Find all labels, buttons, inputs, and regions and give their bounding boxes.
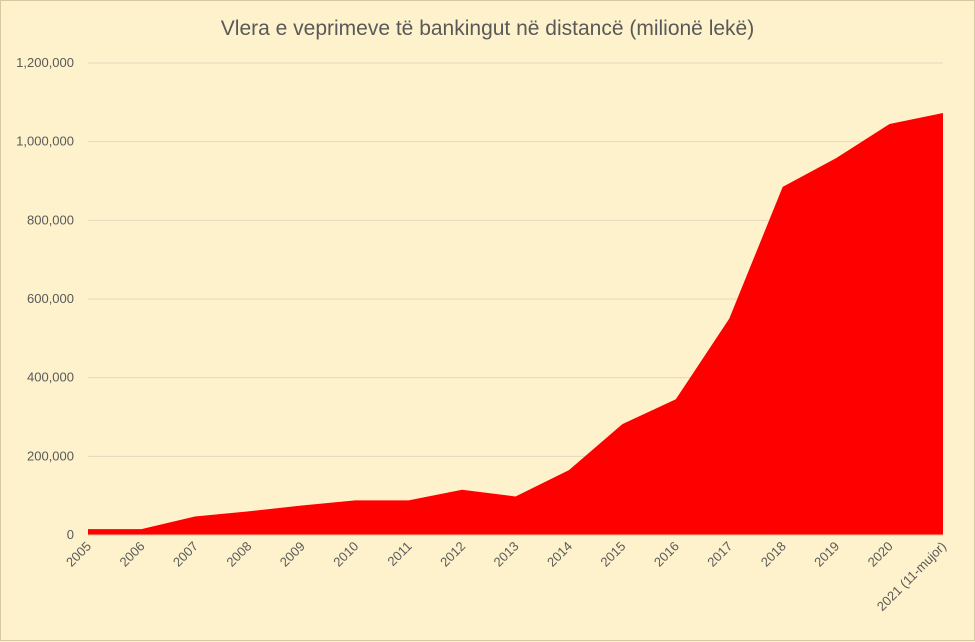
y-tick-label: 600,000 <box>27 291 74 306</box>
x-tick-label: 2007 <box>170 539 201 570</box>
x-tick-label: 2008 <box>223 539 254 570</box>
x-tick-label: 2019 <box>811 539 842 570</box>
series-area <box>88 113 943 535</box>
x-tick-label: 2018 <box>758 539 789 570</box>
y-tick-label: 0 <box>67 527 74 542</box>
x-tick-label: 2010 <box>330 539 361 570</box>
y-tick-label: 400,000 <box>27 370 74 385</box>
x-tick-label: 2016 <box>651 539 682 570</box>
x-tick-label: 2017 <box>704 539 735 570</box>
x-tick-label: 2013 <box>491 539 522 570</box>
x-tick-label: 2006 <box>117 539 148 570</box>
y-tick-label: 1,000,000 <box>16 134 74 149</box>
x-tick-label: 2005 <box>63 539 94 570</box>
x-tick-label: 2012 <box>437 539 468 570</box>
x-tick-label: 2015 <box>597 539 628 570</box>
x-tick-label: 2009 <box>277 539 308 570</box>
x-tick-label: 2020 <box>865 539 896 570</box>
y-tick-label: 800,000 <box>27 212 74 227</box>
x-tick-label: 2011 <box>384 539 414 569</box>
y-tick-label: 200,000 <box>27 448 74 463</box>
x-tick-label: 2014 <box>544 539 575 570</box>
y-tick-label: 1,200,000 <box>16 55 74 70</box>
